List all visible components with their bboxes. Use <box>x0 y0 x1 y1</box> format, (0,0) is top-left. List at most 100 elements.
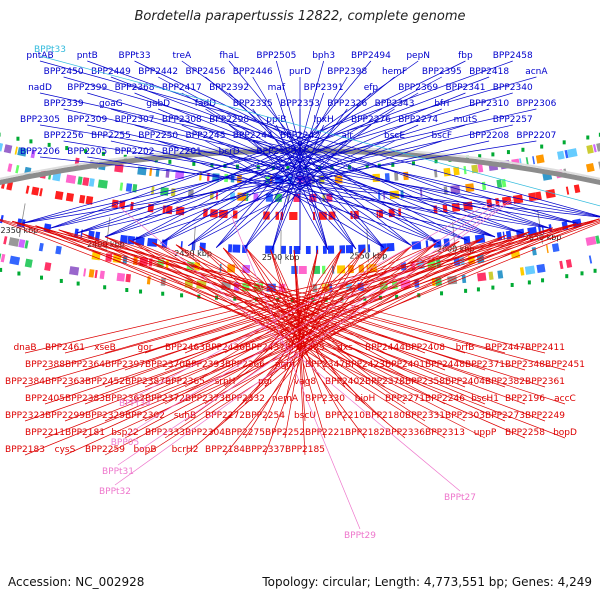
gene-label: BPP2336 <box>385 428 425 438</box>
gene-label: bfrI <box>434 99 449 109</box>
orf-tick <box>541 278 545 283</box>
feature-block <box>184 279 193 289</box>
gene-label: BPP2405 <box>25 394 65 404</box>
gene-leader-line <box>224 247 389 456</box>
feature-block <box>528 192 537 202</box>
feature-block <box>155 168 160 177</box>
gene-label: cysS <box>55 445 76 455</box>
feature-block <box>77 176 83 185</box>
feature-block <box>564 149 569 159</box>
gene-label: BPP2211 <box>25 428 65 438</box>
feature-block <box>0 143 4 152</box>
orf-tick <box>17 271 21 276</box>
gene-label: bopD <box>553 428 577 438</box>
gene-leader-line <box>276 60 329 250</box>
gene-leader-line <box>87 124 551 229</box>
gene-leader-line <box>228 60 385 248</box>
feature-block <box>481 181 487 191</box>
feature-block <box>289 211 298 220</box>
feature-block <box>289 245 293 254</box>
gene-leader-line <box>243 76 348 250</box>
rrna-leader-line <box>117 200 510 466</box>
gene-label: BPP2310 <box>469 99 509 109</box>
kbp-tick-label: 2550 kbp <box>349 251 387 260</box>
gene-leader-line <box>284 249 319 405</box>
feature-block <box>337 265 346 274</box>
gene-label: purD <box>289 67 311 77</box>
feature-block <box>327 245 335 254</box>
gene-label: BPP2242 <box>280 131 320 141</box>
gene-label: nadD <box>28 83 52 93</box>
forward-gene-labels: pntAB pntB BPPt33 treA fhaL BPP2505 bph3 BPP249… <box>20 51 600 250</box>
feature-block <box>14 146 18 155</box>
feature-block <box>111 199 119 209</box>
gene-label: BPP2245 <box>185 131 225 141</box>
gene-label: uppP <box>474 428 497 438</box>
feature-block <box>97 179 108 189</box>
feature-block <box>3 144 13 154</box>
feature-block <box>69 266 80 276</box>
gene-label: BPP2373 <box>185 394 225 404</box>
gene-label: treA <box>172 51 192 61</box>
gene-label: BPP2185 <box>285 445 325 455</box>
feature-block <box>501 178 507 188</box>
gene-label: BPP2307 <box>115 115 155 125</box>
gene-label: gor <box>138 343 153 353</box>
gene-leader-line <box>63 108 578 224</box>
rrna-leader-line <box>115 203 461 492</box>
feature-block <box>83 268 87 277</box>
gene-label: BPP2388 <box>25 360 65 370</box>
feature-block <box>65 192 75 202</box>
feature-block <box>125 273 132 283</box>
gene-label: BPP2188 <box>256 147 296 157</box>
gene-label: BPP2418 <box>469 67 509 77</box>
feature-block <box>125 183 133 192</box>
feature-block <box>298 265 307 274</box>
accession-text: Accession: NC_002928 <box>8 575 145 589</box>
orf-tick <box>103 285 107 290</box>
orf-tick <box>168 159 172 164</box>
orf-tick <box>586 135 590 140</box>
gene-label: efp <box>364 83 379 93</box>
gene-label: BPP2254 <box>245 411 285 421</box>
gene-leader-line <box>49 92 513 229</box>
gene-label: BPP2202 <box>115 147 155 157</box>
feature-block <box>305 245 311 254</box>
feature-block <box>546 245 549 254</box>
feature-block <box>151 186 155 195</box>
feature-block <box>512 194 524 204</box>
feature-block <box>419 188 423 197</box>
feature-block <box>137 166 147 176</box>
gene-label: pepN <box>406 51 430 61</box>
map-title: Bordetella parapertussis 12822, complete… <box>134 9 466 24</box>
feature-block <box>52 172 61 182</box>
kbp-tick-line <box>18 203 26 237</box>
gene-label: BPP2252 <box>265 428 305 438</box>
reverse-gene-labels: dnaBBPP2461xseBgorBPP2463BPP2436BPP2437B… <box>0 218 600 456</box>
orf-tick <box>139 289 143 294</box>
gene-leader-line <box>158 140 468 241</box>
gene-leader-line <box>264 249 342 456</box>
feature-block <box>565 259 573 268</box>
gene-label: BPP2180 <box>365 411 405 421</box>
feature-block <box>17 147 28 157</box>
gene-leader-line <box>246 248 346 422</box>
gene-label: BPP2183 <box>5 445 45 455</box>
gene-label: brfB <box>456 343 475 353</box>
feature-block <box>551 243 560 253</box>
gene-label: BPP2371 <box>465 360 505 370</box>
gene-leader-line <box>44 218 600 439</box>
gene-label: BPP2210 <box>325 411 365 421</box>
gene-label: BPP2339 <box>44 99 84 109</box>
gene-label: BPP2423 <box>345 360 385 370</box>
gene-label: gabD <box>146 99 170 109</box>
gene-leader-line <box>49 124 513 229</box>
feature-block <box>585 162 595 173</box>
gene-leader-line <box>64 223 577 456</box>
gene-label: BPP2372 <box>145 394 185 404</box>
feature-block <box>88 269 95 278</box>
gene-label: BPP2363 <box>45 377 85 387</box>
feature-block <box>7 163 13 172</box>
gene-leader-line <box>105 236 466 354</box>
